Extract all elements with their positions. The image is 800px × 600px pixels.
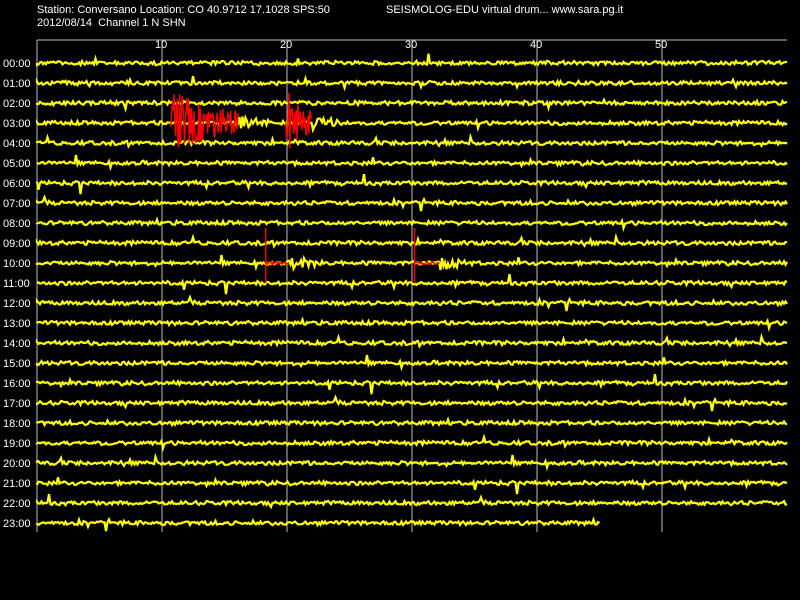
trace-1600	[35, 373, 788, 395]
row-label-2000: 20:00	[3, 458, 31, 470]
row-label-0200: 02:00	[3, 98, 31, 110]
row-label-0600: 06:00	[3, 178, 31, 190]
row-label-1400: 14:00	[3, 338, 31, 350]
row-label-2200: 22:00	[3, 498, 31, 510]
trace-1700	[35, 394, 788, 412]
trace-0500	[36, 154, 788, 172]
tick-label-10: 10	[155, 39, 167, 51]
trace-1400	[35, 332, 788, 349]
trace-2000	[35, 452, 788, 472]
row-label-1600: 16:00	[3, 378, 31, 390]
event-burst-2	[285, 92, 313, 149]
event-burst-1	[170, 94, 240, 148]
trace-1800	[35, 416, 788, 428]
tick-label-50: 50	[655, 39, 667, 51]
row-label-1000: 10:00	[3, 258, 31, 270]
date-channel-info: 2012/08/14 Channel 1 N SHN	[37, 17, 186, 29]
row-label-1300: 13:00	[3, 318, 31, 330]
row-label-1800: 18:00	[3, 418, 31, 430]
trace-1500	[35, 354, 788, 372]
trace-0400	[35, 132, 788, 149]
row-label-2100: 21:00	[3, 478, 31, 490]
trace-1200	[35, 294, 788, 312]
row-label-0000: 00:00	[3, 58, 31, 70]
trace-2300	[35, 516, 601, 532]
app-title: SEISMOLOG-EDU virtual drum... www.sara.p…	[386, 4, 624, 16]
tick-label-30: 30	[405, 39, 417, 51]
trace-0000	[35, 53, 788, 68]
time-grid	[36, 39, 787, 532]
row-label-0900: 09:00	[3, 238, 31, 250]
trace-1100	[36, 273, 788, 295]
tick-label-40: 40	[530, 39, 542, 51]
row-label-1900: 19:00	[3, 438, 31, 450]
row-label-1200: 12:00	[3, 298, 31, 310]
trace-2200	[35, 493, 788, 510]
hour-labels: 00:00 01:00 02:00 03:00 04:00 05:00 06:00 07:00…	[3, 58, 31, 530]
trace-0600	[35, 173, 788, 195]
trace-2100	[35, 476, 788, 495]
seismic-events	[170, 92, 440, 283]
trace-0300	[35, 113, 788, 134]
row-label-1100: 11:00	[3, 278, 30, 290]
trace-1000	[35, 254, 788, 273]
trace-1300	[35, 316, 788, 333]
trace-0700	[35, 194, 788, 212]
row-label-1700: 17:00	[3, 398, 31, 410]
minute-tick-labels: 10 20 30 40 50	[155, 39, 667, 51]
trace-0900	[35, 232, 788, 249]
row-label-0500: 05:00	[3, 158, 31, 170]
row-label-1500: 15:00	[3, 358, 31, 370]
trace-0200	[35, 97, 788, 114]
event-burst-3	[265, 228, 290, 283]
tick-label-20: 20	[280, 39, 292, 51]
trace-0100	[35, 74, 788, 92]
seismic-traces	[35, 53, 788, 532]
row-label-0400: 04:00	[3, 138, 31, 150]
row-label-0800: 08:00	[3, 218, 31, 230]
trace-0800	[35, 216, 788, 233]
row-label-2300: 23:00	[3, 518, 31, 530]
row-label-0700: 07:00	[3, 198, 31, 210]
event-burst-4	[413, 228, 440, 283]
station-info: Station: Conversano Location: CO 40.9712…	[37, 4, 330, 16]
row-label-0100: 01:00	[3, 78, 31, 90]
row-label-0300: 03:00	[3, 118, 31, 130]
trace-1900	[35, 433, 788, 453]
